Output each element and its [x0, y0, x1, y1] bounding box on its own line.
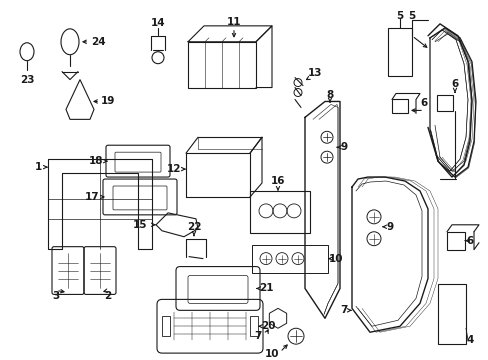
Bar	[249, 191, 309, 233]
Text: 16: 16	[270, 176, 285, 186]
Text: 21: 21	[258, 283, 273, 293]
Bar	[187, 42, 256, 87]
Bar	[446, 232, 464, 250]
Text: 10: 10	[264, 349, 279, 359]
Text: 8: 8	[325, 90, 333, 100]
Bar	[162, 316, 170, 336]
Bar	[249, 316, 258, 336]
Bar	[387, 28, 411, 76]
Text: 4: 4	[466, 335, 473, 345]
Text: 20: 20	[260, 321, 275, 331]
Text: 6: 6	[466, 236, 473, 246]
Text: 3: 3	[52, 291, 60, 301]
Text: 6: 6	[450, 78, 458, 89]
Text: 5: 5	[396, 11, 403, 21]
Bar	[251, 245, 327, 273]
Text: 18: 18	[88, 156, 103, 166]
Text: 1: 1	[34, 162, 41, 172]
Bar	[391, 99, 407, 113]
Text: 7: 7	[340, 305, 347, 315]
Text: 12: 12	[166, 164, 181, 174]
Text: 13: 13	[307, 68, 322, 78]
Text: 14: 14	[150, 18, 165, 28]
Bar	[436, 95, 452, 111]
Text: 9: 9	[386, 222, 393, 232]
Text: 22: 22	[186, 222, 201, 232]
Text: 9: 9	[340, 142, 347, 152]
Text: 17: 17	[84, 192, 99, 202]
Text: 11: 11	[226, 17, 241, 27]
Bar	[437, 284, 465, 344]
Text: 10: 10	[328, 253, 343, 264]
Text: 19: 19	[101, 96, 115, 107]
Text: 7: 7	[254, 331, 261, 341]
Text: 23: 23	[20, 75, 34, 85]
Text: 5: 5	[407, 11, 415, 21]
Text: 15: 15	[132, 220, 147, 230]
Text: 2: 2	[104, 291, 111, 301]
Text: 24: 24	[90, 37, 105, 47]
Text: 6: 6	[420, 98, 427, 108]
